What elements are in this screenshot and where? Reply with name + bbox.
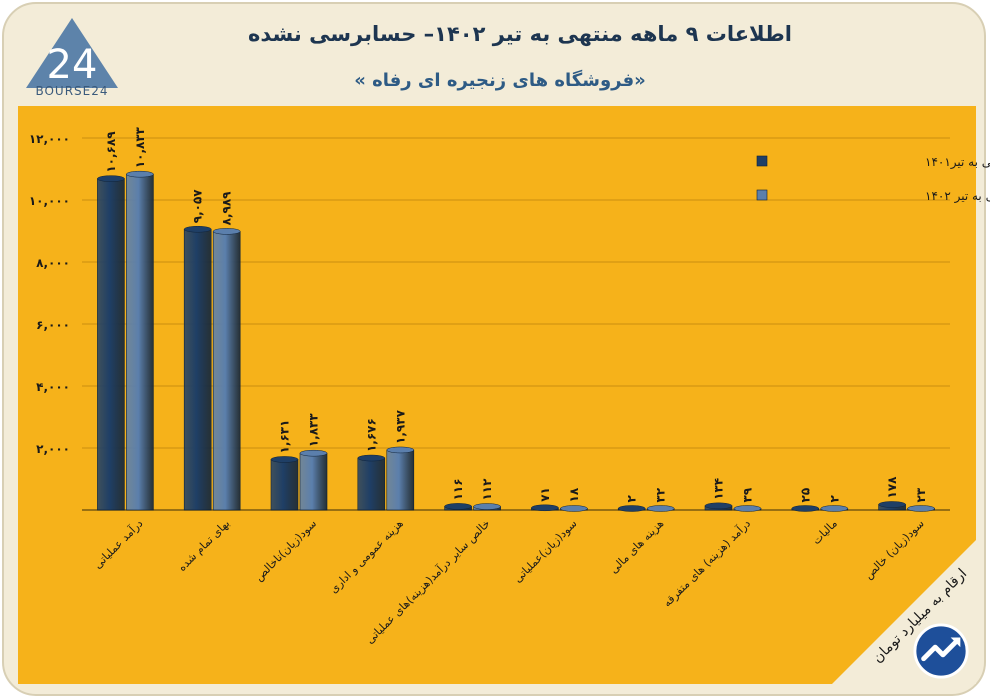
- bar-cap: [646, 505, 675, 512]
- y-tick-label: ۲,۰۰۰: [36, 442, 70, 456]
- x-category-label: هزینه عمومی و اداری: [327, 517, 406, 596]
- data-label: ۲: [625, 495, 639, 503]
- bar-cap: [97, 175, 125, 182]
- data-label: ۱۸: [567, 487, 581, 502]
- bar-cap: [907, 505, 935, 512]
- bar-series2: [126, 173, 154, 511]
- x-category-label: سود(زیان)ناخالص: [252, 517, 319, 584]
- bourse24-logo: 24: [26, 18, 118, 88]
- data-label: ۳۹: [741, 487, 755, 502]
- bar-cap: [212, 228, 241, 235]
- data-label: ۱۰,۸۳۳: [133, 126, 147, 168]
- bar-cap: [473, 503, 501, 510]
- x-category-label: درآمد عملیاتی: [90, 516, 145, 571]
- y-tick-label: ۱۰,۰۰۰: [29, 194, 70, 208]
- data-label: ۲۳: [914, 487, 928, 502]
- brand-name: BOURSE24: [35, 84, 109, 98]
- plot-background: [18, 106, 976, 684]
- x-category-label: سود(زیان)عملیاتی: [511, 517, 579, 585]
- legend-swatch: [756, 189, 768, 201]
- bar-cap: [617, 505, 646, 512]
- x-category-label: مالیات: [810, 517, 840, 547]
- bar-series1: [357, 457, 386, 511]
- chart-title: اطلاعات ۹ ماهه منتهی به تیر ۱۴۰۲– حسابرس…: [248, 22, 792, 46]
- data-label: ۱۱۲: [480, 478, 494, 501]
- data-label: ۱۷۸: [885, 476, 899, 499]
- x-category-label: هزینه های مالی: [607, 517, 666, 576]
- data-label: ۱,۹۳۷: [393, 409, 407, 444]
- bar-cap: [560, 505, 588, 512]
- bar-cap: [444, 503, 472, 510]
- legend-label: عملکرد منتهی به تیر ۱۴۰۲: [925, 189, 990, 204]
- data-label: ۱۰,۶۸۹: [104, 131, 118, 173]
- bar-series1: [97, 178, 125, 511]
- data-label: ۹,۰۵۷: [191, 189, 205, 224]
- data-label: ۱۱۶: [451, 478, 465, 500]
- bar-cap: [183, 225, 212, 233]
- bar-cap: [704, 502, 733, 510]
- bar-series2: [212, 231, 241, 511]
- bar-cap: [357, 454, 386, 462]
- bar-cap: [531, 504, 559, 512]
- data-label: ۳۲: [654, 487, 668, 502]
- bar-cap: [299, 449, 328, 457]
- x-category-label: درآمد (هزینه) های متفرقه: [660, 516, 753, 609]
- bar-cap: [386, 446, 415, 454]
- bar-cap: [791, 505, 820, 512]
- data-label: ۱,۶۳۱: [278, 420, 292, 454]
- data-label: ۸,۹۸۹: [220, 191, 234, 226]
- bar-cap: [733, 505, 762, 512]
- bar-series1: [183, 228, 212, 511]
- bar-cap: [126, 170, 154, 178]
- legend-swatch: [756, 155, 768, 167]
- y-tick-label: ۸,۰۰۰: [36, 256, 70, 270]
- data-label: ۷۱: [538, 487, 552, 502]
- y-tick-label: ۴,۰۰۰: [36, 380, 70, 394]
- y-tick-label: ۶,۰۰۰: [36, 318, 70, 332]
- data-label: ۲۵: [798, 488, 812, 503]
- data-label: ۲: [827, 495, 841, 503]
- bar-series2: [299, 452, 328, 511]
- bar-cap: [878, 501, 906, 508]
- bar-cap: [820, 505, 849, 512]
- x-category-label: بهای تمام شده: [175, 517, 232, 574]
- data-label: ۱۳۴: [712, 478, 726, 500]
- data-label: ۱,۶۷۶: [364, 418, 378, 452]
- bar-cap: [270, 456, 299, 463]
- y-tick-label: ۱۲,۰۰۰: [29, 132, 70, 146]
- legend-label: عملکرد منتهی به تیر۱۴۰۱: [925, 155, 990, 170]
- bar-series2: [386, 449, 415, 511]
- data-label: ۱,۸۳۳: [307, 413, 321, 448]
- x-category-label: سود(زیان) خالص: [862, 517, 927, 582]
- trend-arrow-icon: [913, 623, 969, 679]
- chart-subtitle: «فروشگاه های زنجیره ای رفاه »: [354, 70, 646, 91]
- bar-series1: [270, 459, 299, 511]
- svg-text:24: 24: [47, 42, 98, 88]
